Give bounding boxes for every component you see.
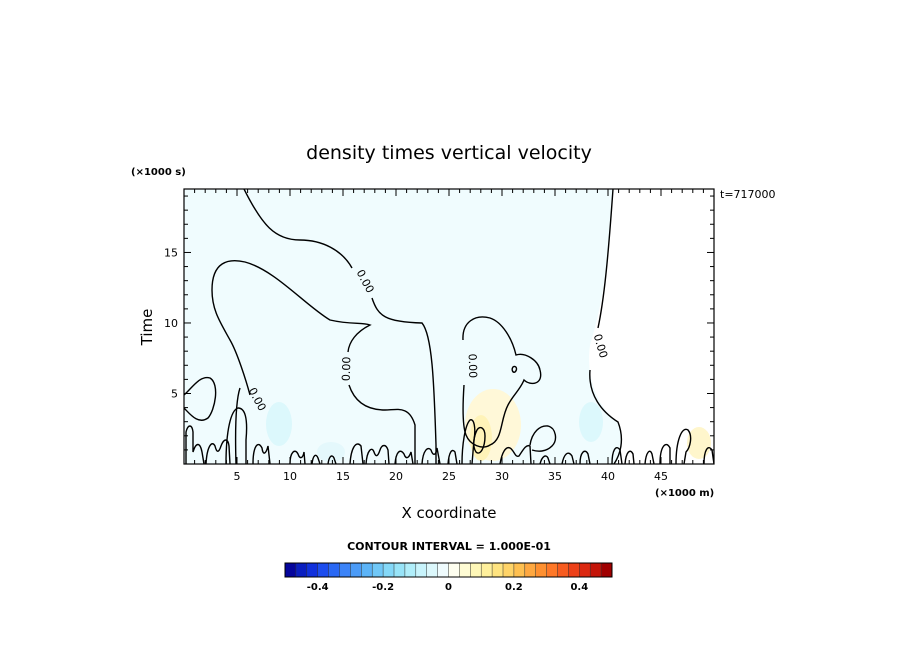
shade-negative-blob-c (317, 442, 345, 462)
x-tick-label: 25 (442, 470, 456, 483)
colorbar-bin (437, 563, 449, 577)
colorbar-bin (557, 563, 569, 577)
x-tick-label: 30 (495, 470, 509, 483)
colorbar-bin (481, 563, 493, 577)
colorbar-tick-label: -0.2 (372, 582, 394, 593)
colorbar-bin (372, 563, 384, 577)
x-tick-label: 5 (234, 470, 241, 483)
x-tick-label: 35 (548, 470, 562, 483)
contour-level-label: 0.00 (466, 353, 480, 378)
x-tick-label: 40 (601, 470, 615, 483)
colorbar-bin (590, 563, 602, 577)
colorbar-tick-label: 0 (445, 582, 452, 593)
contour-line-left-edge (184, 376, 217, 421)
shade-positive-blob-b (470, 415, 492, 461)
colorbar-bin (306, 563, 318, 577)
colorbar-bin (285, 563, 297, 577)
colorbar-tick-label: 0.2 (505, 582, 523, 593)
contour-level-label: 0.00 (591, 332, 610, 359)
colorbar-bin (394, 563, 406, 577)
colorbar-bin (426, 563, 438, 577)
y-tick-label: 10 (164, 317, 178, 330)
contour-level-label: 0.00 (340, 356, 354, 381)
colorbar: -0.4 -0.2 0 0.2 0.4 (284, 562, 613, 593)
colorbar-bin (339, 563, 351, 577)
x-axis-unit: (×1000 m) (655, 488, 714, 499)
contour-line-right (589, 189, 623, 464)
colorbar-frame (284, 562, 613, 578)
contour-line-left-loop (211, 260, 416, 464)
x-axis: 5 10 15 20 25 30 35 40 45 (183, 189, 715, 483)
colorbar-bin (459, 563, 471, 577)
colorbar-bin (317, 563, 329, 577)
shade-negative-blob-a (266, 402, 292, 446)
colorbar-bin (470, 563, 482, 577)
contour-line-upper (243, 189, 437, 464)
colorbar-bin (328, 563, 340, 577)
shade-positive-blob-c (687, 427, 711, 459)
shade-left-loop (212, 260, 415, 464)
x-tick-label: 45 (654, 470, 668, 483)
contour-interval-label: CONTOUR INTERVAL = 1.000E-01 (347, 540, 551, 553)
colorbar-bin (361, 563, 373, 577)
colorbar-bin (546, 563, 558, 577)
colorbar-bin (492, 563, 504, 577)
colorbar-bin (524, 563, 536, 577)
colorbar-bin (350, 563, 362, 577)
colorbar-tick-label: -0.4 (307, 582, 329, 593)
colorbar-bin (383, 563, 395, 577)
contour-line-base-ripples (185, 407, 714, 464)
time-stamp: t=717000 (720, 188, 776, 201)
y-tick-label: 5 (171, 387, 178, 400)
shade-negative-blob-b (579, 402, 603, 442)
shade-right-region (244, 189, 622, 464)
colorbar-bin (415, 563, 427, 577)
chart-title: density times vertical velocity (306, 142, 592, 164)
colorbar-bin (295, 563, 308, 577)
colorbar-bin (503, 563, 515, 577)
contour-line-middle-lobe (462, 316, 542, 448)
zero-contours (184, 189, 714, 464)
x-axis-label: X coordinate (401, 504, 496, 522)
colorbar-bin (601, 563, 613, 577)
y-axis-label: Time (138, 309, 156, 347)
colorbar-bin (579, 563, 591, 577)
x-tick-label: 15 (336, 470, 350, 483)
x-tick-label: 10 (283, 470, 297, 483)
x-tick-label: 20 (389, 470, 403, 483)
colorbar-bin (448, 563, 460, 577)
colorbar-bin (404, 563, 417, 577)
y-tick-label: 15 (164, 246, 178, 259)
contour-line-small-cell (511, 365, 518, 373)
y-axis-unit: (×1000 s) (131, 167, 186, 178)
colorbar-tick-label: 0.4 (570, 582, 588, 593)
shaded-field (184, 189, 711, 464)
colorbar-bin (568, 563, 580, 577)
y-axis: 5 10 15 (164, 195, 714, 465)
colorbar-bin (513, 563, 526, 577)
colorbar-bin (535, 563, 547, 577)
plot-area: 0.00 0.00 0.00 0.00 0.00 (183, 188, 715, 465)
